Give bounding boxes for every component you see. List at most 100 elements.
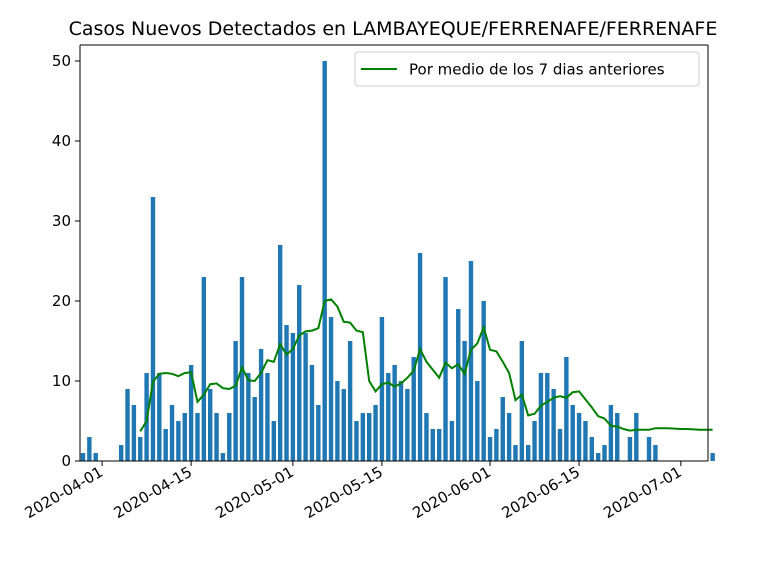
bar (595, 453, 601, 461)
bar (233, 341, 238, 461)
bar (570, 405, 575, 461)
bar (265, 373, 270, 461)
bar (246, 373, 251, 461)
bar (487, 437, 493, 461)
bar (506, 413, 512, 461)
y-tick-label: 20 (52, 292, 71, 310)
bar (354, 421, 359, 461)
bar (341, 389, 346, 461)
bar (634, 413, 639, 461)
chart-title: Casos Nuevos Detectados en LAMBAYEQUE/FE… (69, 18, 718, 40)
bar (392, 365, 397, 461)
bar (373, 405, 378, 461)
bar (436, 429, 442, 461)
bar (303, 333, 308, 461)
axes (79, 44, 709, 462)
bar (138, 437, 143, 461)
bar (208, 389, 213, 461)
bar (564, 357, 569, 461)
bar (532, 421, 537, 461)
bar (615, 413, 620, 461)
legend-label: Por medio de los 7 dias anteriores (409, 61, 665, 79)
bar (80, 453, 86, 461)
bar (335, 381, 340, 461)
bar (290, 333, 296, 461)
bar (417, 253, 423, 461)
bar (258, 349, 264, 461)
bar (386, 373, 391, 461)
bar (449, 421, 455, 461)
bar (513, 445, 518, 461)
bar (583, 421, 588, 461)
bar (653, 445, 658, 461)
bar (214, 413, 219, 461)
line-series (139, 298, 713, 432)
moving-average-line (139, 298, 713, 432)
bar (379, 317, 385, 461)
bar (220, 453, 226, 461)
bar (93, 453, 98, 461)
bar (188, 365, 194, 461)
bar (475, 381, 480, 461)
bar (347, 341, 353, 461)
bar (195, 413, 200, 461)
bar (608, 405, 614, 461)
bar (277, 245, 283, 461)
bar (551, 389, 556, 461)
bar (157, 373, 162, 461)
bar (252, 397, 257, 461)
legend: Por medio de los 7 dias anteriores (354, 51, 700, 87)
bar (118, 445, 124, 461)
bar (710, 453, 715, 461)
bar (500, 397, 505, 461)
bar (646, 437, 652, 461)
bar (169, 405, 175, 461)
bar (430, 429, 435, 461)
bar (328, 317, 334, 461)
bar (519, 341, 525, 461)
bar (538, 373, 544, 461)
bar (545, 373, 550, 461)
y-axis: 0 10 20 30 40 50 (52, 52, 80, 470)
y-tick-label: 0 (61, 452, 71, 470)
y-tick-label: 40 (52, 132, 71, 150)
bar (443, 277, 448, 461)
bar (411, 357, 416, 461)
y-tick-label: 10 (52, 372, 71, 390)
bar (131, 405, 137, 461)
bar (468, 261, 474, 461)
bar (201, 277, 207, 461)
bar (424, 413, 429, 461)
bar (182, 413, 187, 461)
bar (227, 413, 232, 461)
bar (322, 61, 327, 461)
bar (271, 421, 276, 461)
bar (360, 413, 366, 461)
bar (150, 197, 156, 461)
bar (481, 301, 486, 461)
bar (456, 309, 461, 461)
y-tick-label: 50 (52, 52, 71, 70)
bar-series (80, 61, 715, 461)
bar (494, 429, 499, 461)
bar (284, 325, 289, 461)
bar (405, 389, 410, 461)
bar (557, 429, 563, 461)
bar (87, 437, 92, 461)
bar (589, 437, 594, 461)
bar (627, 437, 633, 461)
bar (163, 429, 168, 461)
bar (602, 445, 607, 461)
bar (297, 285, 302, 461)
bar (125, 389, 130, 461)
bar (462, 341, 467, 461)
bar (176, 421, 181, 461)
bar (309, 365, 315, 461)
bar (576, 413, 582, 461)
bar (526, 445, 531, 461)
bar (398, 381, 404, 461)
y-tick-label: 30 (52, 212, 71, 230)
bar (367, 413, 372, 461)
